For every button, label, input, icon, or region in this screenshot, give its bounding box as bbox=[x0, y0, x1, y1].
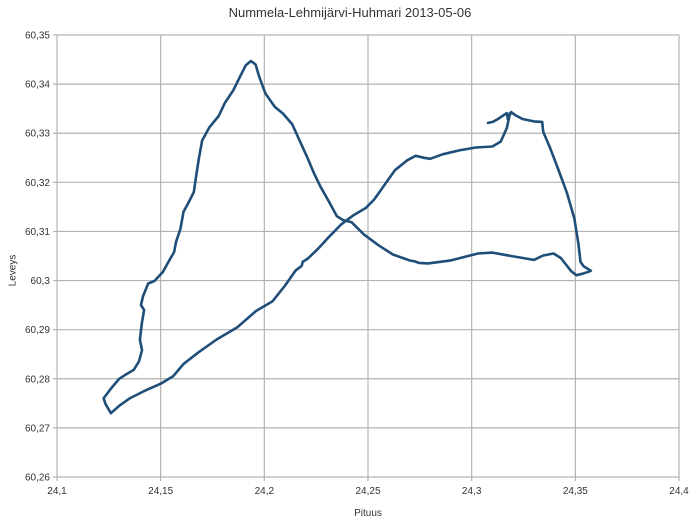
x-tick-label: 24,3 bbox=[462, 486, 482, 497]
y-tick-label: 60,31 bbox=[25, 227, 50, 238]
gps-track-line bbox=[102, 59, 593, 415]
x-axis-label: Pituus bbox=[354, 508, 382, 519]
x-tick-label: 24,1 bbox=[47, 486, 67, 497]
axis-ticks: 24,1 24,15 24,2 24,25 24,3 24,35 24,4 60,35 60,3… bbox=[25, 31, 689, 498]
x-tick-label: 24,35 bbox=[563, 486, 588, 497]
y-tick-label: 60,26 bbox=[25, 473, 50, 484]
y-tick-label: 60,33 bbox=[25, 129, 50, 140]
y-tick-label: 60,34 bbox=[25, 80, 50, 91]
x-tick-label: 24,4 bbox=[669, 486, 689, 497]
y-tick-label: 60,35 bbox=[25, 31, 50, 42]
x-tick-label: 24,25 bbox=[355, 486, 380, 497]
y-tick-label: 60,32 bbox=[25, 178, 50, 189]
chart-title: Nummela-Lehmijärvi-Huhmari 2013-05-06 bbox=[228, 5, 472, 20]
y-tick-label: 60,3 bbox=[31, 276, 51, 287]
y-tick-label: 60,27 bbox=[25, 423, 50, 434]
gridlines bbox=[53, 34, 680, 481]
y-tick-label: 60,29 bbox=[25, 325, 50, 336]
x-tick-label: 24,2 bbox=[255, 486, 275, 497]
y-tick-label: 60,28 bbox=[25, 374, 50, 385]
x-tick-label: 24,15 bbox=[148, 486, 173, 497]
